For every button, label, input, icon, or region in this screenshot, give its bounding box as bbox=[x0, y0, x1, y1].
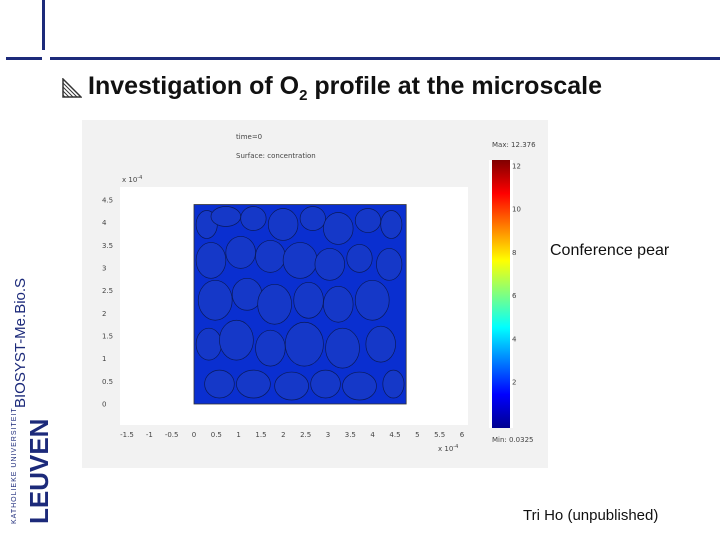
x-tick-label: 5.5 bbox=[434, 431, 445, 439]
tissue-cell bbox=[342, 371, 377, 401]
title-text-rest: profile at the microscale bbox=[307, 72, 603, 100]
colorbar-min-label: Min: 0.0325 bbox=[492, 436, 534, 444]
tissue-cell bbox=[323, 212, 354, 245]
y-tick-label: 0.5 bbox=[102, 378, 113, 386]
x-tick-label: 1.5 bbox=[255, 431, 266, 439]
tissue-cell bbox=[365, 325, 396, 363]
tissue-cell bbox=[195, 242, 227, 279]
y-tick-label: 2 bbox=[102, 310, 106, 318]
x-tick-label: 1 bbox=[236, 431, 240, 439]
y-tick-label: 4.5 bbox=[102, 197, 113, 205]
tissue-cell bbox=[325, 327, 360, 369]
simulation-domain bbox=[193, 204, 407, 405]
y-tick-label: 0 bbox=[102, 401, 106, 409]
colorbar-tick-label: 12 bbox=[512, 163, 521, 171]
colorbar-tick-label: 8 bbox=[512, 249, 516, 257]
y-exponent-base: x 10 bbox=[122, 176, 137, 184]
tissue-cell bbox=[236, 369, 271, 399]
colorbar-tick-label: 4 bbox=[512, 335, 517, 343]
tissue-cell bbox=[257, 283, 292, 325]
tissue-cell bbox=[299, 206, 326, 231]
y-tick-label: 3 bbox=[102, 265, 106, 273]
tissue-cell bbox=[323, 285, 354, 323]
logo-university-text: KATHOLIEKE UNIVERSITEIT bbox=[11, 407, 18, 524]
header-corner-rule bbox=[6, 57, 42, 60]
tissue-cell bbox=[195, 327, 222, 361]
tissue-cell bbox=[240, 206, 267, 231]
hatched-triangle-icon bbox=[62, 78, 82, 98]
tissue-cell bbox=[310, 369, 341, 399]
y-axis: 4.5 4 3.5 3 2.5 2 1.5 1 0.5 0 bbox=[102, 197, 113, 409]
tissue-cell bbox=[225, 236, 256, 269]
x-exponent-base: x 10 bbox=[438, 445, 453, 453]
x-tick-label: 2.5 bbox=[300, 431, 311, 439]
colorbar-max-label: Max: 12.376 bbox=[492, 141, 536, 149]
title-text: Investigation of O bbox=[88, 72, 300, 100]
y-tick-label: 1 bbox=[102, 355, 106, 363]
colorbar-tick-label: 6 bbox=[512, 292, 517, 300]
x-exponent-label: x 10-4 bbox=[438, 444, 458, 453]
x-tick-label: 5 bbox=[415, 431, 419, 439]
x-exponent-power: -4 bbox=[453, 444, 458, 450]
logo-leuven: LEUVEN bbox=[24, 418, 54, 524]
x-tick-label: 0 bbox=[192, 431, 196, 439]
sidebar-department-label: BIOSYST-Me.Bio.S bbox=[12, 277, 29, 408]
tissue-cell bbox=[382, 369, 405, 399]
colorbar-tick-label: 10 bbox=[512, 206, 521, 214]
tissue-cell bbox=[219, 319, 254, 361]
credit-text: Tri Ho (unpublished) bbox=[523, 507, 659, 524]
header-rule bbox=[50, 57, 720, 60]
tissue-cell bbox=[210, 206, 242, 227]
y-tick-label: 2.5 bbox=[102, 287, 113, 295]
x-tick-label: -1.5 bbox=[120, 431, 134, 439]
tissue-cell bbox=[282, 242, 318, 279]
x-tick-label: 4 bbox=[370, 431, 375, 439]
tissue-cell bbox=[204, 369, 235, 399]
x-axis: -1.5 -1 -0.5 0 0.5 1 1.5 2 2.5 3 3.5 4 4.5 5 5.5 6 bbox=[120, 431, 465, 439]
plot-header-time: time=0 bbox=[236, 133, 262, 141]
x-tick-label: -1 bbox=[146, 431, 153, 439]
y-tick-label: 3.5 bbox=[102, 242, 113, 250]
tissue-cell bbox=[255, 329, 286, 367]
tissue-cell bbox=[380, 210, 403, 239]
slide-title: Investigation of O2 profile at the micro… bbox=[62, 72, 602, 104]
tissue-cell bbox=[346, 244, 373, 273]
header-vertical-rule bbox=[42, 0, 45, 50]
tissue-cell bbox=[376, 248, 403, 281]
x-tick-label: 2 bbox=[281, 431, 285, 439]
tissue-cell bbox=[197, 279, 233, 321]
x-tick-label: -0.5 bbox=[165, 431, 179, 439]
y-exponent-label: x 10-4 bbox=[122, 175, 142, 184]
tissue-cell bbox=[354, 208, 382, 233]
tissue-cell bbox=[293, 281, 324, 319]
y-exponent-power: -4 bbox=[137, 175, 142, 181]
tissue-cell bbox=[274, 371, 309, 401]
x-tick-label: 6 bbox=[460, 431, 465, 439]
x-tick-label: 4.5 bbox=[389, 431, 400, 439]
tissue-cell bbox=[354, 279, 390, 321]
y-tick-label: 1.5 bbox=[102, 333, 113, 341]
colorbar-ticks: 12 10 8 6 4 2 bbox=[512, 163, 521, 387]
y-tick-label: 4 bbox=[102, 219, 107, 227]
x-tick-label: 0.5 bbox=[211, 431, 222, 439]
tissue-cell bbox=[314, 248, 345, 281]
sample-label: Conference pear bbox=[550, 242, 670, 259]
concentration-plot: time=0 Surface: concentration x 10-4 x 1… bbox=[102, 133, 536, 453]
colorbar bbox=[492, 160, 510, 428]
tissue-cell bbox=[255, 240, 286, 273]
x-tick-label: 3 bbox=[326, 431, 330, 439]
simulation-figure: time=0 Surface: concentration x 10-4 x 1… bbox=[82, 120, 548, 468]
tissue-cell bbox=[267, 208, 299, 241]
colorbar-tick-label: 2 bbox=[512, 379, 516, 387]
title-subscript: 2 bbox=[299, 87, 308, 104]
tissue-cell bbox=[284, 321, 324, 367]
plot-header-surface: Surface: concentration bbox=[236, 152, 316, 160]
x-tick-label: 3.5 bbox=[345, 431, 356, 439]
